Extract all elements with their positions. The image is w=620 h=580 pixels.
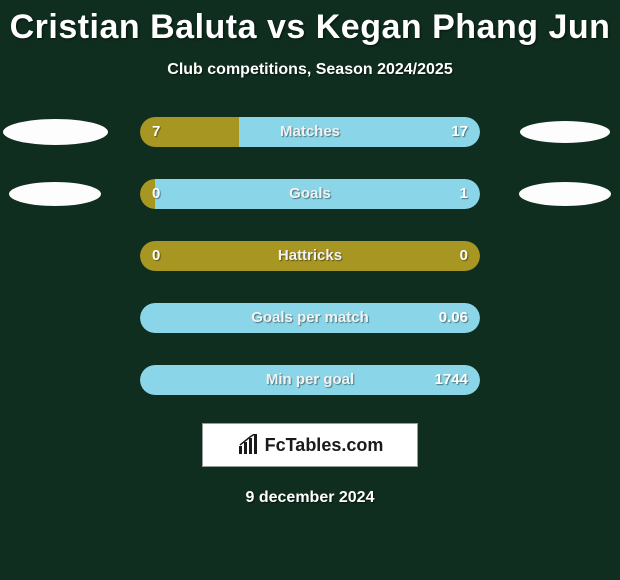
bar-chart-icon bbox=[237, 434, 259, 456]
page-title: Cristian Baluta vs Kegan Phang Jun bbox=[0, 0, 620, 47]
stat-row: 0.06Goals per match bbox=[0, 295, 620, 341]
stat-row: 1744Min per goal bbox=[0, 357, 620, 403]
stat-label: Goals per match bbox=[140, 303, 480, 333]
stat-row: 01Goals bbox=[0, 171, 620, 217]
crest-left-slot bbox=[0, 119, 110, 145]
row-spacer bbox=[0, 155, 620, 171]
source-logo: FcTables.com bbox=[202, 423, 418, 467]
date-label: 9 december 2024 bbox=[0, 489, 620, 507]
stat-row: 00Hattricks bbox=[0, 233, 620, 279]
row-spacer bbox=[0, 279, 620, 295]
stat-label: Min per goal bbox=[140, 365, 480, 395]
subtitle: Club competitions, Season 2024/2025 bbox=[0, 61, 620, 79]
team-crest-left bbox=[9, 182, 101, 206]
team-crest-right bbox=[519, 182, 611, 206]
crest-right-slot bbox=[510, 121, 620, 143]
team-crest-right bbox=[520, 121, 610, 143]
comparison-chart: 717Matches 01Goals 00Hattricks 0.06Goals pe… bbox=[0, 109, 620, 403]
stat-label: Matches bbox=[140, 117, 480, 147]
stat-bar: 00Hattricks bbox=[140, 241, 480, 271]
stat-bar: 1744Min per goal bbox=[140, 365, 480, 395]
crest-right-slot bbox=[510, 182, 620, 206]
source-logo-text: FcTables.com bbox=[265, 435, 384, 456]
stat-label: Goals bbox=[140, 179, 480, 209]
row-spacer bbox=[0, 217, 620, 233]
stat-row: 717Matches bbox=[0, 109, 620, 155]
row-spacer bbox=[0, 341, 620, 357]
stat-label: Hattricks bbox=[140, 241, 480, 271]
stat-bar: 0.06Goals per match bbox=[140, 303, 480, 333]
team-crest-left bbox=[3, 119, 108, 145]
crest-left-slot bbox=[0, 182, 110, 206]
stat-bar: 01Goals bbox=[140, 179, 480, 209]
stat-bar: 717Matches bbox=[140, 117, 480, 147]
